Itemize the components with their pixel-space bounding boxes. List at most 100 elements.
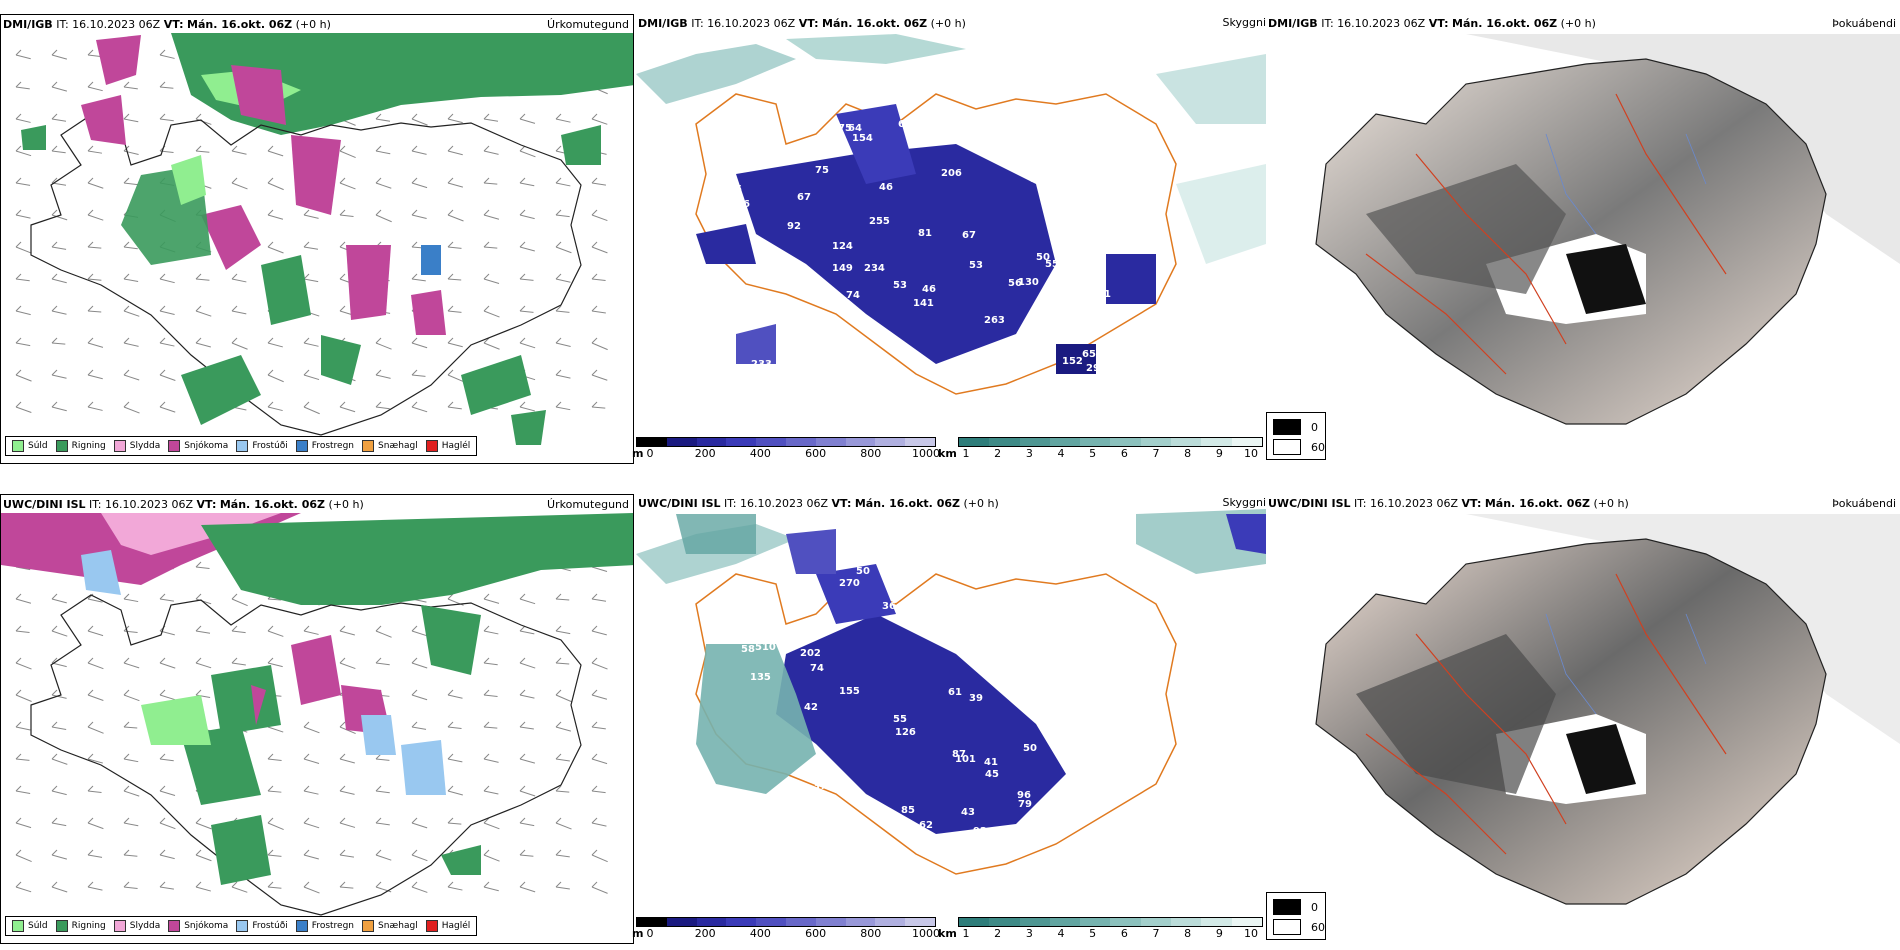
legend-swatch bbox=[55, 920, 68, 932]
wind-barb bbox=[231, 273, 247, 283]
wind-barb bbox=[591, 817, 607, 827]
wind-barb bbox=[87, 177, 104, 189]
colorbar-segment bbox=[756, 438, 786, 446]
wind-barb bbox=[159, 113, 174, 122]
wind-barb bbox=[555, 273, 571, 283]
cloud-base-value: 45 bbox=[1069, 322, 1083, 333]
colorbar-tick: 600 bbox=[805, 927, 827, 940]
wind-barb bbox=[87, 689, 104, 701]
wind-barb bbox=[591, 881, 608, 894]
wind-barb bbox=[375, 625, 392, 638]
legend-swatch bbox=[295, 920, 308, 932]
vt-label: VT: bbox=[798, 17, 819, 30]
wind-barb bbox=[195, 273, 210, 281]
precip-legend-item: Frostregn bbox=[295, 440, 355, 452]
cloud-base-value: 154 bbox=[852, 133, 873, 144]
wind-barb bbox=[123, 721, 138, 729]
precip-legend-item: Rigning bbox=[55, 920, 106, 932]
wind-barb bbox=[123, 785, 140, 797]
precip-panel-top: DMI/IGB IT: 16.10.2023 06Z VT: Mán. 16.o… bbox=[0, 14, 634, 464]
cloud-base-colorbar-top bbox=[636, 437, 936, 447]
cloud-base-value: 292 bbox=[1086, 363, 1107, 374]
wind-barb bbox=[87, 753, 103, 764]
wind-barb bbox=[15, 881, 32, 893]
wind-barb bbox=[591, 337, 608, 351]
cloud-base-value: 64 bbox=[848, 123, 862, 134]
wind-barb bbox=[375, 849, 392, 861]
cloud-base-value: 85 bbox=[862, 802, 876, 813]
wind-barb bbox=[195, 561, 210, 569]
wind-barb bbox=[303, 753, 320, 764]
wind-barb bbox=[51, 881, 68, 893]
legend-swatch bbox=[113, 440, 126, 452]
fog-panel-top: DMI/IGB IT: 16.10.2023 06Z VT: Mán. 16.o… bbox=[1266, 14, 1900, 464]
cloud-base-value: 45 bbox=[905, 577, 919, 588]
wind-barb bbox=[591, 721, 606, 730]
wind-barb bbox=[591, 305, 606, 314]
precip-legend-item: Frostregn bbox=[295, 920, 354, 932]
colorbar-tick: 1 bbox=[962, 447, 970, 460]
wind-barb bbox=[483, 625, 499, 635]
it-label: IT: bbox=[1354, 497, 1367, 510]
wind-barb bbox=[447, 337, 463, 348]
wind-barb bbox=[267, 753, 282, 762]
wind-barb bbox=[267, 369, 284, 383]
wind-barb bbox=[231, 177, 248, 190]
cloud-base-value: 263 bbox=[984, 315, 1005, 326]
fog-legend-row: 60 bbox=[1273, 919, 1325, 935]
model-label: DMI/IGB bbox=[3, 18, 53, 31]
wind-barb bbox=[483, 273, 500, 284]
cloud-base-value: 50 bbox=[1023, 743, 1037, 754]
wind-barb bbox=[123, 369, 140, 381]
fog-legend-label: 60 bbox=[1311, 440, 1325, 454]
wind-barb bbox=[267, 209, 284, 220]
wind-barb bbox=[123, 817, 139, 827]
cloud-base-value: 49 bbox=[1088, 102, 1102, 113]
wind-barb bbox=[159, 785, 176, 796]
wind-barb bbox=[51, 241, 67, 250]
wind-barb bbox=[591, 209, 608, 222]
colorbar-tick: 4 bbox=[1057, 447, 1065, 460]
cloud-base-value: 81 bbox=[1044, 558, 1058, 569]
wind-barb bbox=[591, 785, 606, 794]
cloud-base-value: 155 bbox=[839, 686, 860, 697]
cloud-base-value: 341 bbox=[992, 71, 1013, 82]
wind-barb bbox=[519, 881, 536, 893]
wind-barb bbox=[447, 721, 462, 729]
wind-barb bbox=[375, 337, 392, 350]
wind-barb bbox=[51, 305, 67, 315]
legend-label: Frostregn bbox=[311, 441, 355, 451]
wind-barb bbox=[15, 305, 31, 316]
wind-barb bbox=[267, 145, 284, 157]
wind-barb bbox=[447, 401, 462, 410]
colorbar-tick: 4 bbox=[1057, 927, 1065, 940]
wind-barb bbox=[519, 209, 535, 220]
wind-barb bbox=[195, 689, 211, 698]
vt-value: Mán. 16.okt. 06Z bbox=[219, 498, 325, 511]
wind-barb bbox=[123, 241, 138, 250]
wind-barb bbox=[411, 273, 426, 282]
colorbar-tick: 1000 bbox=[912, 447, 940, 460]
wind-barb bbox=[519, 241, 535, 252]
cloud-base-value: 12 bbox=[845, 73, 859, 84]
colorbar-segment bbox=[875, 918, 906, 926]
model-label: DMI/IGB bbox=[1268, 17, 1318, 30]
legend-label: Slydda bbox=[129, 441, 161, 451]
wind-barb bbox=[483, 753, 499, 763]
wind-barb bbox=[51, 657, 67, 668]
colorbar-tick: 2 bbox=[994, 927, 1002, 940]
wind-barb bbox=[555, 401, 571, 411]
wind-barb bbox=[51, 817, 67, 827]
wind-barb bbox=[87, 81, 103, 92]
cloud-base-value: 81 bbox=[918, 228, 932, 239]
colorbar-segment bbox=[1019, 438, 1050, 446]
cloud-base-value: 79 bbox=[1054, 116, 1068, 127]
wind-barb bbox=[15, 273, 30, 282]
wind-barb bbox=[339, 817, 356, 828]
visibility-colorbar-top bbox=[958, 437, 1263, 447]
wind-barb bbox=[15, 753, 30, 761]
colorbar-segment bbox=[1049, 918, 1081, 926]
colorbar-segment bbox=[959, 438, 990, 446]
wind-barb bbox=[447, 817, 462, 825]
colorbar-segment bbox=[726, 918, 757, 926]
